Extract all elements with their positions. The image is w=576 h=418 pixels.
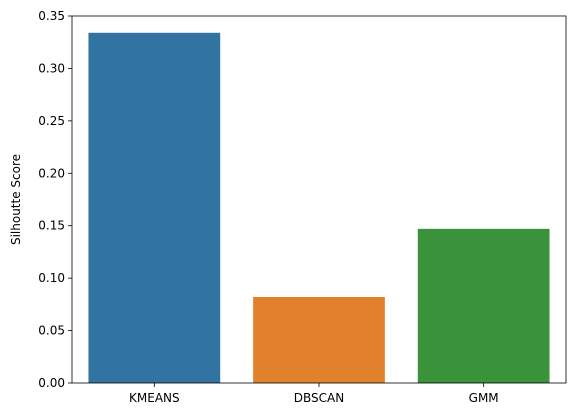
y-tick-label: 0.15 [38, 219, 65, 233]
x-ticks-group: KMEANS DBSCAN GMM [129, 383, 499, 405]
x-tick-label: KMEANS [129, 391, 180, 405]
bar-kmeans [88, 32, 221, 384]
bar-gmm [417, 228, 550, 383]
bar-dbscan [253, 297, 385, 383]
y-tick-label: 0.05 [38, 324, 65, 338]
y-ticks-group: 0.00 0.05 0.10 0.15 0.20 0.25 0.30 0.35 [38, 9, 72, 390]
x-tick-label: GMM [469, 391, 499, 405]
plot-frame [71, 15, 567, 384]
y-tick-label: 0.30 [38, 61, 65, 75]
x-tick-label: DBSCAN [294, 391, 344, 405]
y-tick-label: 0.25 [38, 114, 65, 128]
y-axis-label: Silhoutte Score [9, 154, 23, 245]
y-tick-label: 0.35 [38, 9, 65, 23]
bars-group [88, 32, 550, 384]
y-tick-label: 0.10 [38, 271, 65, 285]
y-tick-label: 0.00 [38, 376, 65, 390]
y-tick-label: 0.20 [38, 166, 65, 180]
